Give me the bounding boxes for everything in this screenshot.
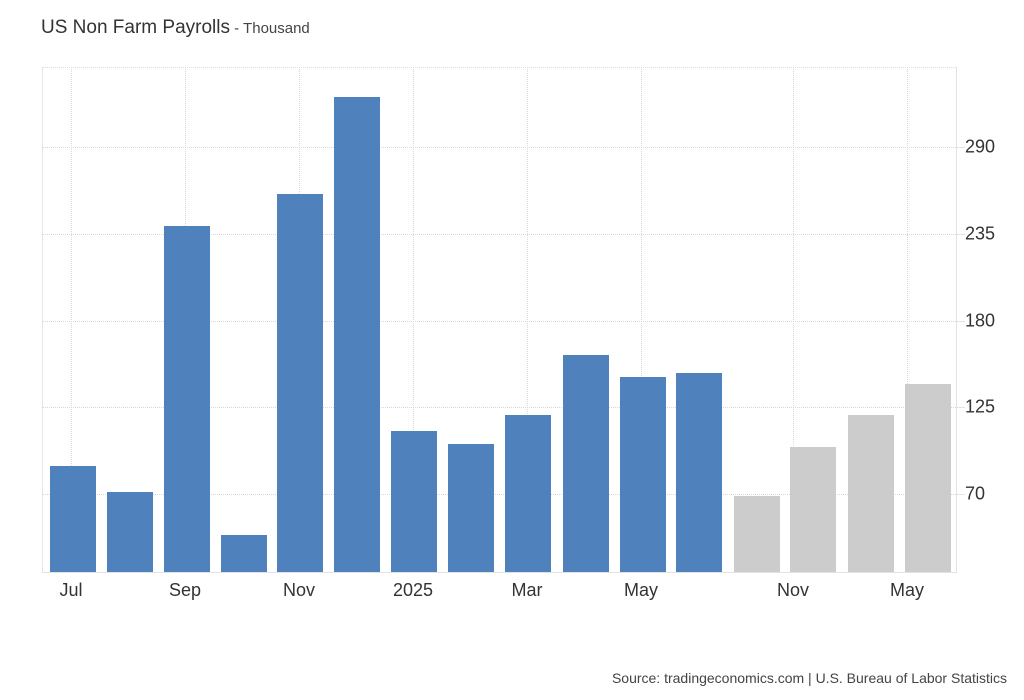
y-tick xyxy=(957,147,965,148)
plot-area xyxy=(42,67,956,572)
actual-bar-feb-2025[interactable] xyxy=(448,444,494,572)
h-gridline xyxy=(42,494,956,495)
x-tick-label: Nov xyxy=(282,580,316,600)
y-tick-label: 70 xyxy=(965,483,986,504)
actual-bar-jan-2025[interactable] xyxy=(391,431,437,572)
x-tick-label: Mar xyxy=(511,580,543,600)
y-tick xyxy=(957,494,965,495)
actual-bar-mar-2025[interactable] xyxy=(505,415,551,572)
right-axis-line xyxy=(956,67,957,572)
chart-title: US Non Farm Payrolls - Thousand xyxy=(41,17,310,39)
forecast-bar-q3-2025[interactable] xyxy=(734,496,780,572)
chart-title-text: US Non Farm Payrolls xyxy=(41,17,230,38)
y-tick-label: 290 xyxy=(965,136,996,157)
y-tick-label: 125 xyxy=(965,396,996,417)
y-tick-label: 235 xyxy=(965,223,996,244)
chart-unit: - Thousand xyxy=(230,20,310,37)
actual-bar-aug-2024[interactable] xyxy=(107,492,153,572)
v-gridline xyxy=(527,67,528,572)
h-gridline xyxy=(42,321,956,322)
x-tick-label: Sep xyxy=(168,580,202,600)
forecast-bar-q2-2026[interactable] xyxy=(905,384,951,572)
y-tick xyxy=(957,234,965,235)
h-gridline xyxy=(42,407,956,408)
forecast-bar-q4-2025[interactable] xyxy=(790,447,836,572)
x-tick-label: May xyxy=(889,580,925,600)
actual-bar-sep-2024[interactable] xyxy=(164,226,210,572)
actual-bar-may-2025[interactable] xyxy=(620,377,666,572)
actual-bar-oct-2024[interactable] xyxy=(221,535,267,572)
x-tick-label: Jul xyxy=(59,580,83,600)
forecast-bar-q1-2026[interactable] xyxy=(848,415,894,572)
x-tick-label: Nov xyxy=(776,580,810,600)
actual-bar-dec-2024[interactable] xyxy=(334,97,380,572)
y-tick xyxy=(957,321,965,322)
v-gridline xyxy=(71,67,72,572)
actual-bar-nov-2024[interactable] xyxy=(277,194,323,572)
v-gridline xyxy=(907,67,908,572)
x-tick-label: May xyxy=(623,580,659,600)
v-gridline xyxy=(793,67,794,572)
h-gridline xyxy=(42,234,956,235)
actual-bar-jul-2024[interactable] xyxy=(50,466,96,572)
y-tick xyxy=(957,407,965,408)
x-axis-baseline xyxy=(42,572,957,573)
source-text: Source: tradingeconomics.com | U.S. Bure… xyxy=(611,670,1007,686)
x-tick-label: 2025 xyxy=(392,580,434,600)
v-gridline xyxy=(413,67,414,572)
actual-bar-jun-2025[interactable] xyxy=(676,373,722,572)
v-gridline xyxy=(641,67,642,572)
y-tick-label: 180 xyxy=(965,310,996,331)
h-gridline xyxy=(42,147,956,148)
actual-bar-apr-2025[interactable] xyxy=(563,355,609,572)
